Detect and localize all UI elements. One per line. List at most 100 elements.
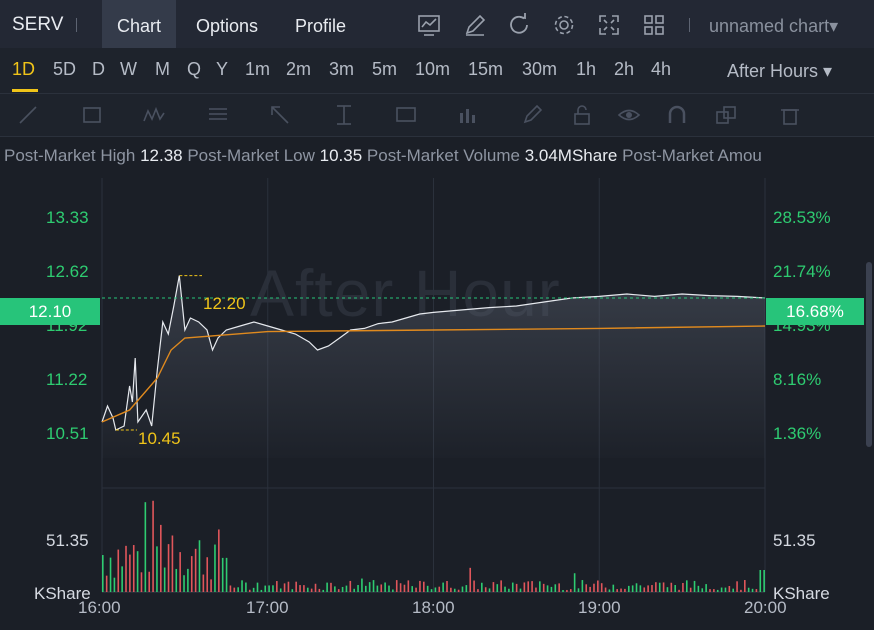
volume-bar bbox=[631, 585, 634, 592]
volume-bar bbox=[635, 583, 638, 592]
tab-options[interactable]: Options bbox=[196, 16, 259, 36]
pct-tick: 8.16% bbox=[773, 370, 822, 389]
tab-chart[interactable]: Chart bbox=[102, 0, 177, 48]
volume-bar bbox=[546, 585, 549, 592]
timeframe-10m[interactable]: 10m bbox=[415, 59, 451, 79]
volume-bar bbox=[720, 587, 723, 592]
volume-bar bbox=[616, 589, 618, 592]
volume-bar bbox=[597, 580, 599, 592]
volume-bar bbox=[136, 551, 139, 592]
text-note-icon[interactable] bbox=[394, 103, 418, 127]
volume-bar bbox=[303, 585, 305, 592]
volume-bar bbox=[152, 500, 154, 592]
timeframe-4h[interactable]: 4h bbox=[651, 59, 672, 79]
pct-tick: 1.36% bbox=[773, 424, 822, 443]
session-dropdown[interactable]: After Hours ▾ bbox=[727, 61, 833, 81]
divider bbox=[76, 18, 77, 32]
volume-bar bbox=[523, 582, 526, 592]
measure-icon[interactable] bbox=[332, 103, 356, 127]
volume-bar bbox=[144, 502, 147, 592]
chart-name-dropdown[interactable]: unnamed chart▾ bbox=[709, 16, 839, 36]
volume-bar bbox=[453, 588, 456, 592]
lock-icon[interactable] bbox=[570, 103, 594, 127]
average-price-line bbox=[101, 325, 766, 423]
volume-bar bbox=[732, 588, 735, 592]
timeframe-30m[interactable]: 30m bbox=[522, 59, 558, 79]
volume-bar bbox=[450, 587, 452, 592]
timeframe-q[interactable]: Q bbox=[187, 59, 202, 79]
volume-bar bbox=[531, 581, 533, 592]
volume-bar bbox=[221, 557, 224, 592]
volume-bar bbox=[585, 584, 588, 592]
timeframe-d[interactable]: D bbox=[92, 59, 105, 79]
trend-line-icon[interactable] bbox=[16, 103, 40, 127]
volume-bar bbox=[121, 566, 123, 592]
volume-bar bbox=[206, 557, 209, 592]
timeframe-1m[interactable]: 1m bbox=[245, 59, 271, 79]
scrollbar[interactable] bbox=[866, 262, 872, 447]
timeframe-3m[interactable]: 3m bbox=[329, 59, 355, 79]
bars-icon[interactable] bbox=[456, 103, 480, 127]
volume-bar bbox=[241, 580, 243, 592]
volume-bar bbox=[558, 583, 560, 592]
eye-icon[interactable] bbox=[617, 103, 641, 127]
current-pct-badge: 16.68% bbox=[766, 298, 864, 325]
volume-bar bbox=[353, 588, 355, 592]
volume-bar bbox=[109, 557, 112, 592]
volume-bar bbox=[701, 588, 704, 592]
volume-bar bbox=[643, 587, 646, 592]
volume-bar bbox=[233, 587, 236, 592]
volume-bar bbox=[554, 584, 557, 592]
timeframe-w[interactable]: W bbox=[120, 59, 137, 79]
draw-edit-icon[interactable] bbox=[462, 12, 488, 38]
volume-bar bbox=[689, 587, 692, 592]
timeframe-2h[interactable]: 2h bbox=[614, 59, 635, 79]
timeframe-m[interactable]: M bbox=[155, 59, 170, 79]
volume-bar bbox=[306, 587, 309, 592]
volume-bar bbox=[724, 587, 727, 592]
clone-icon[interactable] bbox=[714, 103, 738, 127]
time-tick: 19:00 bbox=[578, 598, 621, 617]
volume-bar bbox=[183, 575, 185, 592]
layout-grid-icon[interactable] bbox=[641, 12, 667, 38]
arrow-icon[interactable] bbox=[268, 103, 292, 127]
timeframe-15m[interactable]: 15m bbox=[468, 59, 504, 79]
volume-bar bbox=[581, 580, 584, 592]
timeframe-bar: 1D 5D D W M Q Y 1m 2m 3m 5m 10m 15m 30m … bbox=[0, 48, 874, 94]
ticker-symbol[interactable]: SERV bbox=[12, 14, 64, 35]
timeframe-1h[interactable]: 1h bbox=[576, 59, 597, 79]
fib-icon[interactable] bbox=[206, 103, 230, 127]
fullscreen-icon[interactable] bbox=[596, 12, 622, 38]
volume-bar bbox=[713, 589, 715, 592]
refresh-icon[interactable] bbox=[506, 12, 532, 38]
pen-icon[interactable] bbox=[520, 103, 544, 127]
volume-bar bbox=[194, 548, 197, 592]
timeframe-5d[interactable]: 5D bbox=[53, 59, 77, 79]
pattern-icon[interactable] bbox=[142, 103, 166, 127]
time-tick: 20:00 bbox=[744, 598, 787, 617]
volume-bar bbox=[388, 585, 390, 592]
volume-bar bbox=[252, 587, 255, 592]
volume-bar bbox=[372, 580, 375, 592]
volume-bar bbox=[256, 582, 259, 592]
trash-icon[interactable] bbox=[778, 103, 802, 127]
volume-bar bbox=[608, 589, 611, 592]
magnet-icon[interactable] bbox=[665, 103, 689, 127]
volume-bar bbox=[504, 586, 506, 592]
volume-bar bbox=[376, 585, 379, 592]
settings-icon[interactable] bbox=[551, 12, 577, 38]
rectangle-icon[interactable] bbox=[80, 103, 104, 127]
volume-bar bbox=[202, 574, 205, 592]
tab-profile[interactable]: Profile bbox=[295, 16, 347, 36]
volume-bar bbox=[511, 582, 514, 592]
timeframe-y[interactable]: Y bbox=[216, 59, 229, 79]
timeframe-2m[interactable]: 2m bbox=[286, 59, 312, 79]
volume-bar bbox=[550, 586, 553, 592]
timeframe-5m[interactable]: 5m bbox=[372, 59, 398, 79]
volume-bar bbox=[566, 589, 568, 592]
volume-bar bbox=[295, 581, 297, 592]
timeframe-1d[interactable]: 1D bbox=[12, 59, 36, 79]
indicator-icon[interactable] bbox=[416, 12, 442, 38]
volume-bar bbox=[759, 570, 762, 592]
